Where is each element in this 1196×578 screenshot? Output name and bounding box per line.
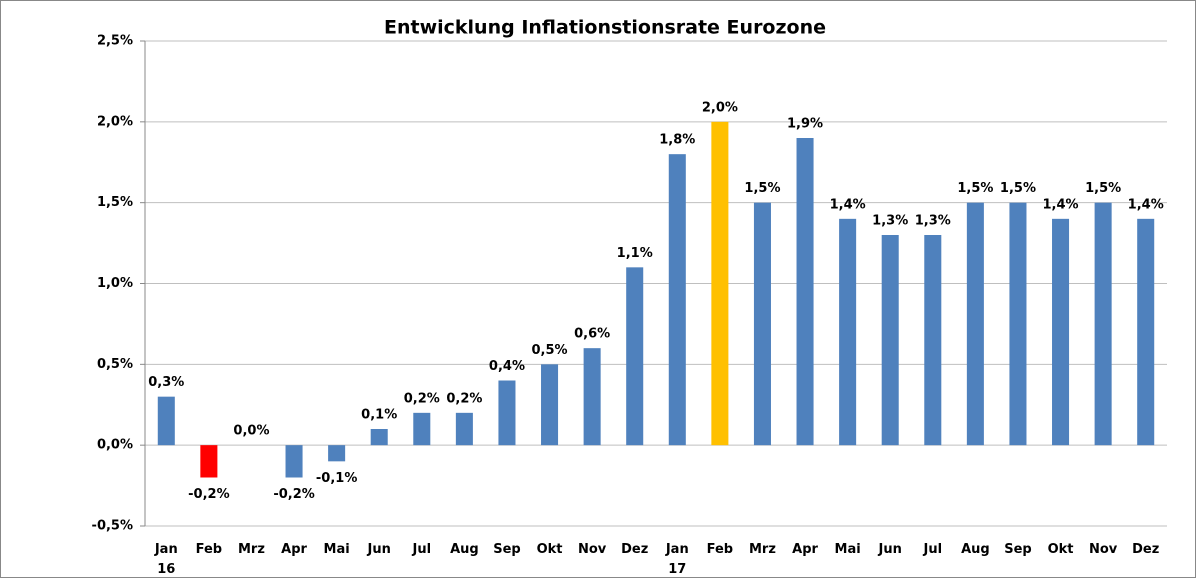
- data-label: 0,2%: [446, 391, 482, 406]
- data-label: 1,3%: [915, 214, 951, 229]
- x-tick-label: Apr: [281, 542, 307, 557]
- x-tick-label: Feb: [196, 542, 222, 557]
- bar: [157, 396, 175, 446]
- data-label: 0,1%: [361, 408, 397, 423]
- x-tick-label: Sep: [493, 542, 521, 557]
- bar: [1009, 202, 1027, 446]
- data-label: 1,9%: [787, 117, 823, 132]
- x-tick-label: Mrz: [238, 542, 265, 557]
- data-label: 1,1%: [617, 246, 653, 261]
- bar: [1094, 202, 1112, 446]
- x-tick-label: Apr: [792, 542, 818, 557]
- x-tick-label: Nov: [578, 542, 607, 557]
- data-label: 1,5%: [744, 181, 780, 196]
- data-label: 1,5%: [1000, 181, 1036, 196]
- data-label: 0,5%: [532, 343, 568, 358]
- bar: [881, 235, 899, 446]
- data-label: 0,4%: [489, 359, 525, 374]
- x-tick-label: Nov: [1089, 542, 1118, 557]
- data-label: 0,0%: [233, 424, 269, 439]
- x-tick-label: Jul: [412, 542, 432, 557]
- y-tick-label: 2,0%: [97, 114, 133, 129]
- x-tick-label: Aug: [450, 542, 479, 557]
- x-tick-label: Okt: [537, 542, 563, 557]
- x-tick-label: Jun: [367, 542, 391, 557]
- data-label: 1,8%: [659, 133, 695, 148]
- bar: [498, 380, 516, 446]
- y-tick-label: -0,5%: [92, 519, 133, 534]
- x-tick-label: Jun: [878, 542, 902, 557]
- data-label: 2,0%: [702, 100, 738, 115]
- y-tick-label: 0,5%: [97, 357, 133, 372]
- x-tick-label: Mrz: [749, 542, 776, 557]
- x-tick-label: Mai: [835, 542, 861, 557]
- bar: [839, 218, 857, 446]
- x-tick-label: Dez: [621, 542, 648, 557]
- bar: [1137, 218, 1155, 446]
- data-label: 1,5%: [1085, 181, 1121, 196]
- bar: [413, 412, 431, 446]
- data-label: 1,5%: [957, 181, 993, 196]
- bar: [668, 154, 686, 446]
- bar: [370, 429, 388, 446]
- bar: [1052, 218, 1070, 446]
- x-tick-label: Okt: [1048, 542, 1074, 557]
- data-label: 0,6%: [574, 327, 610, 342]
- bar: [541, 364, 559, 446]
- bar: [583, 348, 601, 446]
- bar: [796, 138, 814, 446]
- y-tick-label: 0,0%: [97, 438, 133, 453]
- data-label: -0,1%: [316, 471, 357, 486]
- x-tick-label: Sep: [1004, 542, 1032, 557]
- bar: [455, 412, 473, 446]
- data-label: 1,4%: [1043, 197, 1079, 212]
- y-tick-label: 1,5%: [97, 195, 133, 210]
- x-tick-label: Mai: [324, 542, 350, 557]
- y-tick-label: 1,0%: [97, 276, 133, 291]
- bar: [328, 445, 346, 462]
- chart-title: Entwicklung Inflationstionsrate Eurozone: [384, 17, 826, 39]
- y-tick-label: 2,5%: [97, 34, 133, 49]
- x-tick-label: Aug: [961, 542, 990, 557]
- bar: [966, 202, 984, 446]
- data-label: 1,4%: [830, 197, 866, 212]
- bar: [711, 121, 729, 446]
- data-label: 1,3%: [872, 214, 908, 229]
- data-label: 1,4%: [1128, 197, 1164, 212]
- data-label: 0,2%: [404, 391, 440, 406]
- bar: [626, 267, 644, 446]
- x-tick-label: Jan 16: [154, 542, 178, 577]
- x-tick-label: Feb: [707, 542, 733, 557]
- x-tick-label: Jul: [923, 542, 943, 557]
- data-label: 0,3%: [148, 375, 184, 390]
- x-tick-label: Jan 17: [665, 542, 689, 577]
- bar: [753, 202, 771, 446]
- x-tick-label: Dez: [1132, 542, 1159, 557]
- data-label: -0,2%: [188, 487, 229, 502]
- bar: [924, 235, 942, 446]
- bar: [200, 445, 218, 478]
- bar: [285, 445, 303, 478]
- data-label: -0,2%: [273, 487, 314, 502]
